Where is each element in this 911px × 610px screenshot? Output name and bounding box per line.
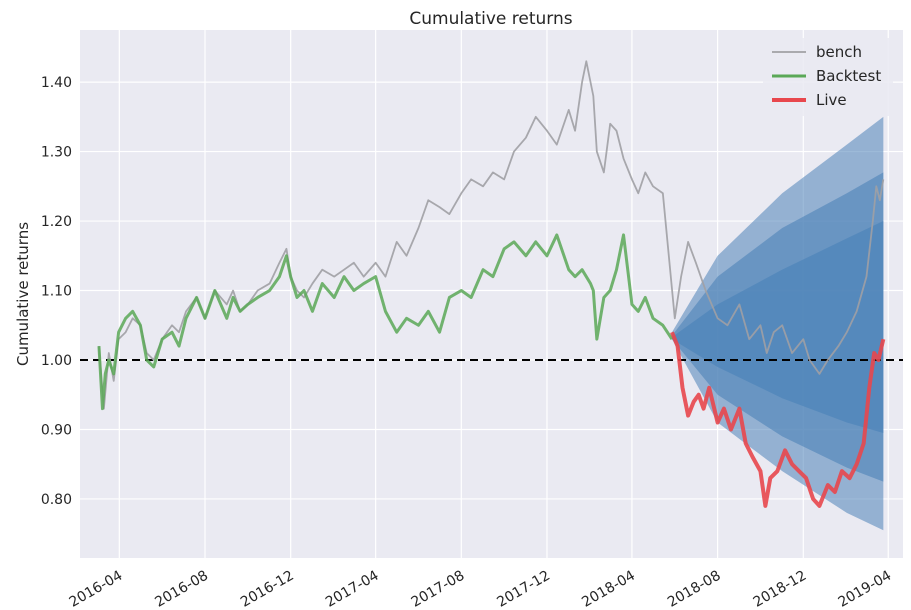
forecast-cone bbox=[671, 116, 884, 531]
series-line-live bbox=[670, 331, 886, 508]
series-line-backtest bbox=[97, 233, 674, 411]
x-tick-label: 2017-08 bbox=[409, 568, 468, 610]
x-tick-label: 2016-04 bbox=[67, 568, 126, 610]
y-tick-label: 0.90 bbox=[41, 422, 72, 438]
y-tick-label: 0.80 bbox=[41, 492, 72, 508]
y-tick-label: 1.40 bbox=[41, 75, 72, 91]
x-tick-label: 2017-04 bbox=[323, 568, 382, 610]
y-tick-label: 1.00 bbox=[41, 353, 72, 369]
series-lines bbox=[97, 60, 886, 508]
legend-label-bench: bench bbox=[816, 43, 862, 61]
x-tick-label: 2017-12 bbox=[494, 568, 553, 610]
legend-label-backtest: Backtest bbox=[816, 67, 881, 85]
x-tick-label: 2018-04 bbox=[579, 568, 638, 610]
y-tick-label: 1.10 bbox=[41, 284, 72, 300]
x-tick-label: 2018-08 bbox=[665, 568, 724, 610]
x-tick-labels: 2016-04 2016-08 2016-12 2017-04 2017-08 2017-… bbox=[67, 568, 895, 610]
x-tick-label: 2018-12 bbox=[751, 568, 810, 610]
legend: bench Backtest Live bbox=[763, 38, 893, 116]
x-tick-label: 2016-08 bbox=[152, 568, 211, 610]
chart-title: Cumulative returns bbox=[409, 9, 572, 29]
y-axis-title: Cumulative returns bbox=[14, 222, 32, 366]
y-tick-label: 1.20 bbox=[41, 214, 72, 230]
x-tick-label: 2016-12 bbox=[238, 568, 297, 610]
legend-label-live: Live bbox=[816, 91, 847, 109]
y-tick-label: 1.30 bbox=[41, 145, 72, 161]
cone-band-inner bbox=[671, 221, 884, 433]
x-tick-label: 2019-04 bbox=[836, 568, 895, 610]
y-tick-labels: 0.80 0.90 1.00 1.10 1.20 1.30 1.40 bbox=[41, 75, 72, 508]
